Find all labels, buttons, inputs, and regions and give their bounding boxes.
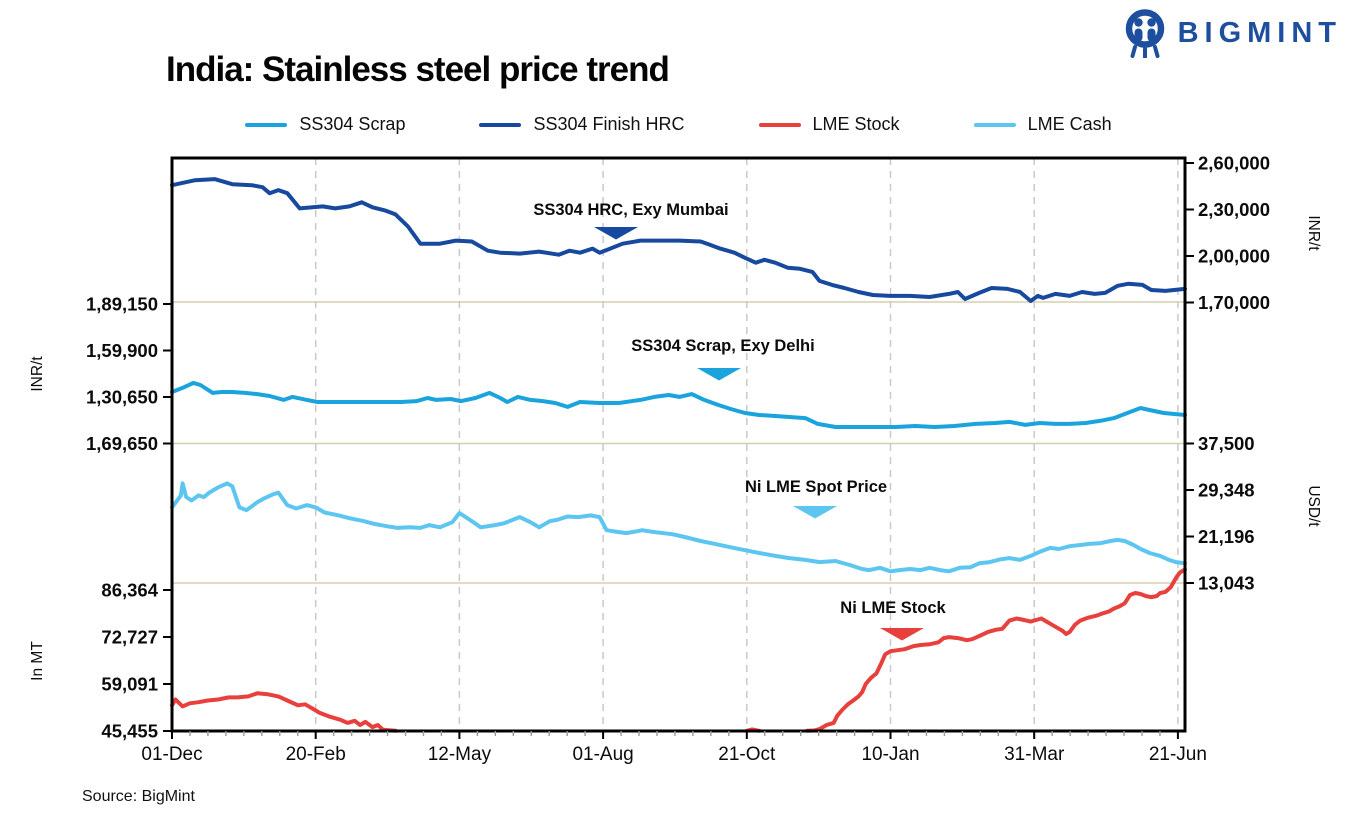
legend-item-lme-cash: LME Cash	[973, 114, 1112, 135]
legend-swatch-ss304-scrap	[245, 122, 288, 127]
legend-item-lme-stock: LME Stock	[758, 114, 900, 135]
series-line-stock	[805, 567, 1187, 733]
axis-unit-right-inr: INR/t	[1305, 215, 1322, 251]
bigmint-logo-text: BIGMINT	[1177, 16, 1342, 49]
legend-item-ss304-scrap: SS304 Scrap	[245, 114, 405, 135]
legend-swatch-lme-cash	[973, 122, 1016, 127]
y-tick-label: 1,30,650	[86, 387, 158, 408]
y-tick-label: 1,70,000	[1198, 292, 1270, 313]
legend-item-ss304-finish-hrc: SS304 Finish HRC	[479, 114, 685, 135]
plot-border	[170, 156, 1187, 733]
legend-label-ss304-finish-hrc: SS304 Finish HRC	[533, 114, 685, 134]
x-tick-label: 01-Dec	[141, 744, 202, 765]
legend-swatch-lme-stock	[758, 122, 801, 127]
x-tick-label: 21-Jun	[1149, 744, 1207, 765]
annotation-arrow-scrap	[697, 368, 741, 381]
y-tick-label: 1,59,900	[86, 340, 158, 361]
y-tick-label: 29,348	[1198, 480, 1255, 501]
y-tick-label: 45,455	[101, 721, 158, 742]
chart-title: India: Stainless steel price trend	[166, 50, 670, 89]
x-tick-label: 21-Oct	[718, 744, 776, 765]
legend-label-lme-stock: LME Stock	[812, 114, 900, 134]
x-tick-label: 01-Aug	[572, 744, 633, 765]
y-tick-label: 13,043	[1198, 573, 1255, 594]
y-tick-label: 37,500	[1198, 433, 1255, 454]
series-line-hrc	[170, 177, 1187, 303]
y-tick-label: 2,30,000	[1198, 199, 1270, 220]
annotation-label-cash: Ni LME Spot Price	[745, 478, 887, 496]
axis-unit-left-inr: INR/t	[29, 356, 46, 392]
annotation-label-scrap: SS304 Scrap, Exy Delhi	[631, 337, 814, 355]
series-line-scrap	[170, 380, 1187, 429]
annotation-label-hrc: SS304 HRC, Exy Mumbai	[533, 201, 728, 219]
series-line-stock	[170, 691, 398, 733]
source-note: Source: BigMint	[82, 788, 195, 805]
axis-unit-left-mt: In MT	[29, 641, 46, 681]
x-tick-label: 31-Mar	[1004, 744, 1065, 765]
y-tick-label: 2,00,000	[1198, 246, 1270, 267]
y-tick-label: 59,091	[101, 674, 158, 695]
legend-swatch-ss304-finish-hrc	[479, 122, 522, 127]
bigmint-logo-icon	[1125, 9, 1164, 58]
legend-label-lme-cash: LME Cash	[1027, 114, 1112, 134]
bigmint-logo: BIGMINT	[1122, 8, 1342, 58]
annotation-arrow-hrc	[594, 227, 638, 240]
x-tick-label: 12-May	[428, 744, 492, 765]
series-line-cash	[170, 481, 1187, 574]
axis-unit-right-usd: USD/t	[1305, 485, 1322, 527]
y-tick-label: 86,364	[101, 580, 158, 601]
x-tick-label: 20-Feb	[286, 744, 346, 765]
y-tick-label: 72,727	[101, 627, 158, 648]
y-tick-label: 1,89,150	[86, 294, 158, 315]
annotation-arrow-stock	[880, 628, 924, 641]
chart-legend: SS304 Scrap SS304 Finish HRC LME Stock L…	[172, 114, 1185, 135]
y-tick-label: 1,69,650	[86, 433, 158, 454]
legend-label-ss304-scrap: SS304 Scrap	[299, 114, 406, 134]
annotation-label-stock: Ni LME Stock	[840, 599, 946, 617]
annotation-arrow-cash	[793, 506, 837, 519]
x-tick-label: 10-Jan	[861, 744, 919, 765]
y-tick-label: 21,196	[1198, 526, 1255, 547]
y-tick-label: 2,60,000	[1198, 153, 1270, 174]
